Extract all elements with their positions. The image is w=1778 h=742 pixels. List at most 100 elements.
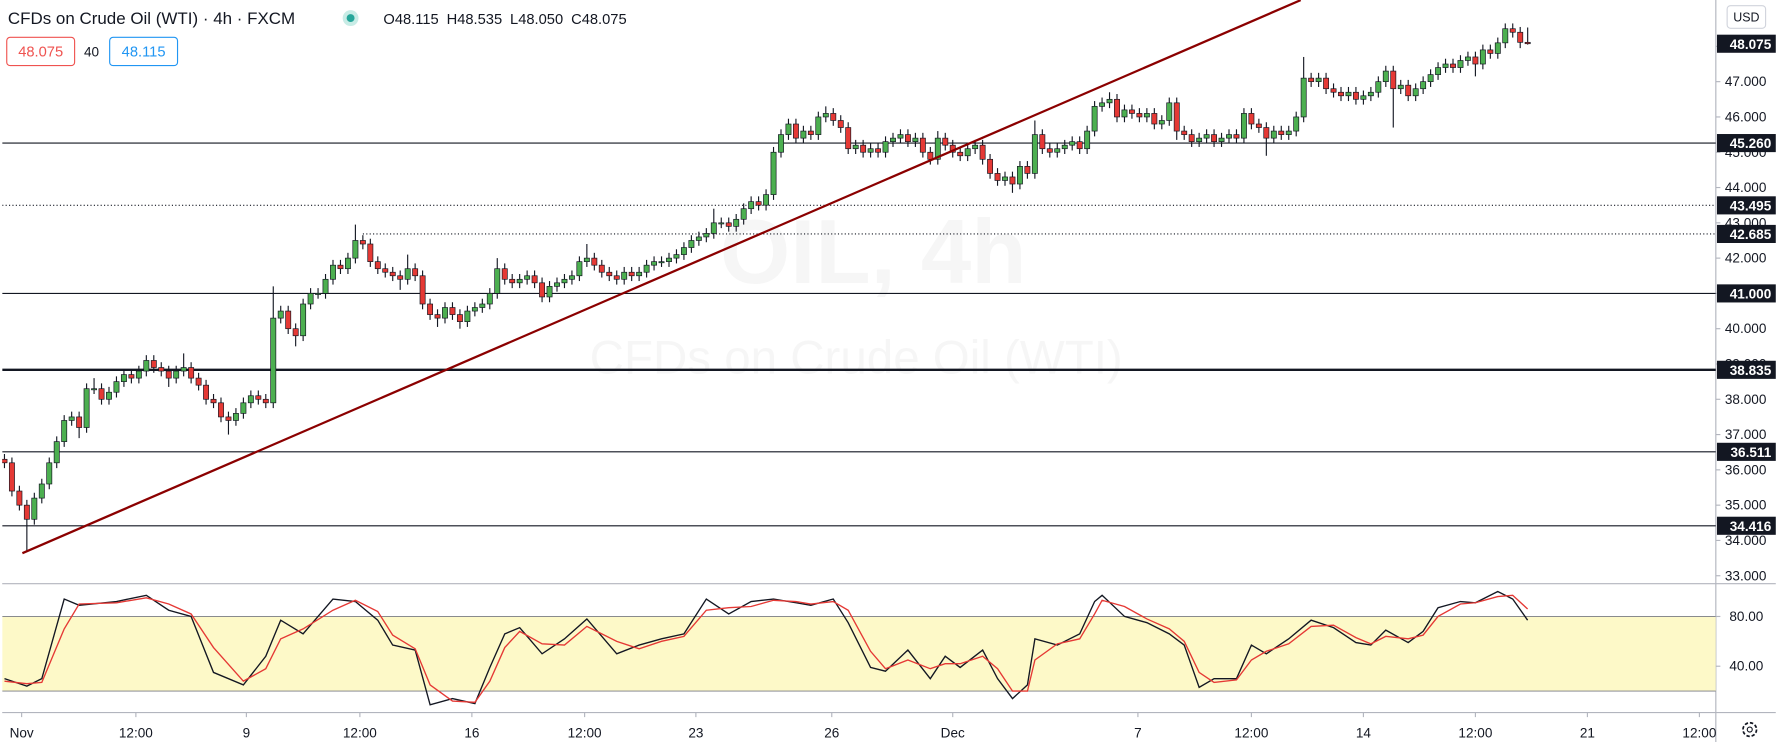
candle-body	[554, 282, 560, 287]
candle-body	[1509, 28, 1516, 33]
ohlc-key: H	[447, 12, 458, 28]
candle-body	[568, 275, 575, 280]
ohlc-value: 48.535	[457, 12, 502, 28]
candle-body	[837, 120, 844, 128]
candle-body	[16, 490, 23, 506]
candle-body	[232, 413, 239, 421]
candle-body	[173, 370, 180, 379]
candle-body	[875, 148, 882, 153]
y-tick-label: 44.000	[1725, 180, 1767, 195]
candle-body	[822, 113, 829, 118]
stoch-line	[4, 590, 1529, 706]
x-tick-label: 21	[1580, 725, 1595, 740]
candle-body	[688, 240, 695, 248]
candle-body	[143, 360, 150, 372]
candle-body	[359, 240, 366, 245]
candle-body	[1240, 113, 1247, 139]
candle-body	[1323, 77, 1330, 90]
ohlc-key: C	[571, 12, 582, 28]
candle-body	[1151, 113, 1158, 125]
x-tick-label: 23	[688, 725, 703, 740]
candle-body	[210, 398, 217, 404]
watermark: OIL, 4h	[720, 202, 1027, 303]
candle-body	[1203, 134, 1210, 139]
candle-body	[352, 240, 359, 259]
price-label: 36.511	[1731, 445, 1772, 460]
candle-body	[1308, 77, 1315, 83]
candle-body	[1352, 91, 1359, 100]
candle-body	[188, 367, 195, 379]
candle-body	[1360, 95, 1367, 100]
price-label-box	[1716, 516, 1776, 535]
candle-body	[621, 271, 628, 280]
symbol-title[interactable]: CFDs on Crude Oil (WTI) · 4h · FXCM	[8, 9, 295, 28]
price-label-box	[1716, 134, 1776, 153]
candle-body	[1009, 176, 1016, 185]
currency-box[interactable]	[1726, 5, 1767, 29]
ohlc-key: L	[510, 12, 518, 28]
candle-body	[1412, 88, 1419, 97]
candle-body	[1106, 98, 1113, 104]
candle-body	[748, 201, 755, 210]
candle-body	[479, 303, 486, 308]
candle-body	[800, 130, 807, 139]
x-tick-label: 7	[1134, 725, 1142, 740]
candle-body	[852, 144, 859, 150]
candle-body	[494, 268, 501, 294]
price-label-box	[1716, 360, 1776, 379]
candle-body	[442, 307, 448, 319]
candle-body	[277, 310, 284, 319]
y-tick-label: 80.00	[1729, 609, 1763, 624]
candle-body	[792, 123, 799, 139]
candle-body	[1211, 134, 1218, 142]
candle-body	[464, 310, 471, 322]
candle-body	[1502, 28, 1509, 44]
ohlc: O48.115 H48.535 L48.050 C48.075	[383, 12, 626, 28]
candle-body	[449, 307, 456, 315]
ohlc-key: O	[383, 12, 394, 28]
candle-body	[1450, 63, 1456, 68]
candle-body	[270, 317, 277, 404]
candle-body	[1517, 31, 1524, 43]
settings-icon[interactable]	[1742, 721, 1758, 738]
candle-body	[1099, 102, 1106, 107]
y-tick-label: 37.000	[1725, 427, 1767, 442]
candle-body	[1024, 166, 1031, 174]
candle-body	[307, 293, 314, 305]
candle-body	[1181, 130, 1188, 135]
candle-body	[38, 483, 45, 499]
candle-body	[1420, 81, 1427, 90]
candle-body	[1494, 42, 1501, 54]
price-label: 41.000	[1730, 287, 1771, 302]
price-pane	[2, 0, 1716, 555]
candle-body	[718, 222, 725, 225]
candle-body	[904, 134, 911, 142]
candle-body	[1397, 84, 1404, 90]
candle-body	[591, 257, 598, 266]
candle-body	[1442, 63, 1449, 68]
candle-body	[1255, 123, 1262, 128]
candle-body	[882, 141, 889, 153]
candle-body	[1121, 109, 1128, 118]
y-tick-label: 34.000	[1725, 533, 1767, 548]
candle-body	[1263, 127, 1270, 139]
candle-body	[1405, 84, 1412, 97]
candle-body	[979, 144, 986, 160]
x-tick-label: 12:00	[1682, 725, 1716, 740]
candle-body	[695, 236, 702, 241]
candle-body	[180, 367, 187, 372]
bid-box[interactable]	[6, 36, 76, 67]
candle-body	[785, 123, 792, 135]
candle-body	[778, 134, 784, 153]
currency: USD	[1733, 10, 1759, 24]
gear	[1742, 721, 1758, 738]
candle-body	[1278, 130, 1285, 135]
candle-body	[1039, 134, 1046, 150]
candle-body	[300, 303, 307, 337]
price-label-box	[1716, 34, 1776, 53]
candle-body	[807, 130, 814, 135]
candle-body	[158, 367, 165, 372]
ask-box[interactable]	[109, 36, 179, 67]
candle-body	[1390, 70, 1397, 90]
